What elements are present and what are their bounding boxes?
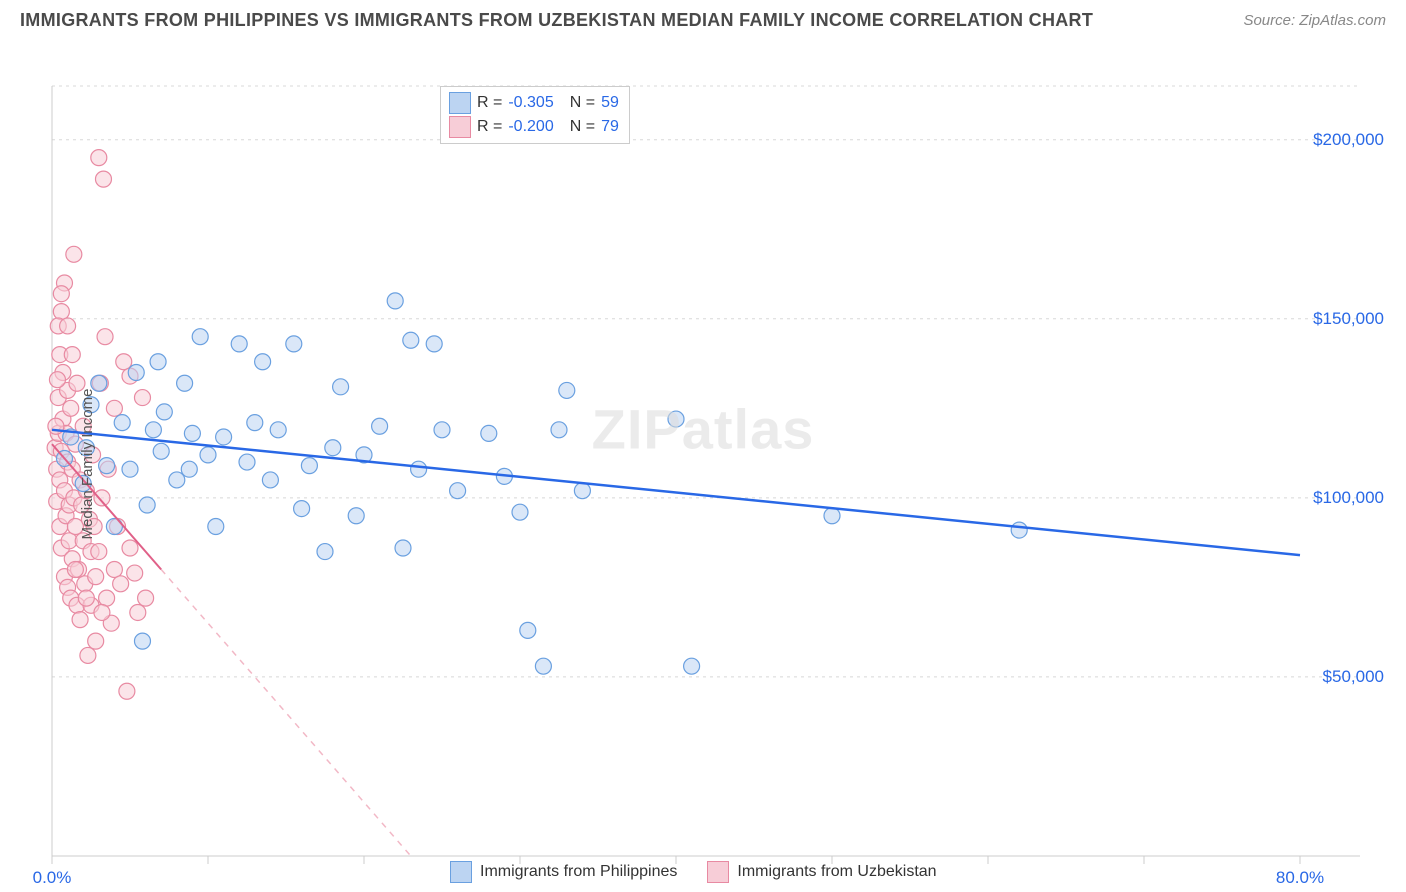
legend-n-label: N = bbox=[570, 91, 595, 115]
legend-n-label: N = bbox=[570, 115, 595, 139]
y-axis-label: Median Family Income bbox=[79, 388, 96, 539]
legend-r-label: R = bbox=[477, 115, 502, 139]
legend-r-value: -0.305 bbox=[508, 91, 553, 115]
x-tick-label: 0.0% bbox=[33, 868, 72, 888]
legend-swatch bbox=[707, 861, 729, 883]
x-tick-label: 80.0% bbox=[1276, 868, 1324, 888]
y-tick-label: $100,000 bbox=[1313, 488, 1384, 508]
y-tick-label: $200,000 bbox=[1313, 130, 1384, 150]
legend-correlation-row: R =-0.305 N =59 bbox=[449, 91, 619, 115]
legend-n-value: 59 bbox=[601, 91, 619, 115]
legend-swatch bbox=[450, 861, 472, 883]
legend-series-label: Immigrants from Philippines bbox=[480, 863, 677, 881]
legend-series-item: Immigrants from Philippines bbox=[450, 861, 677, 883]
legend-series-label: Immigrants from Uzbekistan bbox=[737, 863, 936, 881]
source-label: Source: ZipAtlas.com bbox=[1243, 12, 1386, 29]
y-tick-label: $50,000 bbox=[1323, 667, 1384, 687]
legend-r-label: R = bbox=[477, 91, 502, 115]
y-tick-label: $150,000 bbox=[1313, 309, 1384, 329]
legend-n-value: 79 bbox=[601, 115, 619, 139]
legend-r-value: -0.200 bbox=[508, 115, 553, 139]
legend-swatch bbox=[449, 116, 471, 138]
series-legend: Immigrants from Philippines Immigrants fr… bbox=[450, 861, 937, 883]
correlation-legend: R =-0.305 N =59 R =-0.200 N =79 bbox=[440, 86, 630, 144]
legend-swatch bbox=[449, 92, 471, 114]
chart-area: Median Family Income ZIPatlas R =-0.305N… bbox=[0, 36, 1406, 891]
legend-correlation-row: R =-0.200 N =79 bbox=[449, 115, 619, 139]
scatter-chart-svg bbox=[0, 36, 1406, 891]
legend-series-item: Immigrants from Uzbekistan bbox=[707, 861, 936, 883]
chart-title: IMMIGRANTS FROM PHILIPPINES VS IMMIGRANT… bbox=[20, 10, 1093, 31]
